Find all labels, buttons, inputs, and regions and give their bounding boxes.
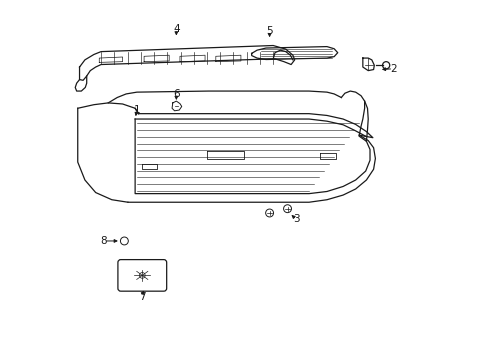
Text: 2: 2	[389, 64, 396, 74]
Text: 7: 7	[139, 292, 145, 302]
Text: 4: 4	[173, 24, 179, 35]
Text: 5: 5	[266, 26, 272, 36]
Text: 1: 1	[133, 105, 140, 115]
Text: 8: 8	[101, 236, 107, 246]
Text: 6: 6	[173, 89, 179, 99]
FancyBboxPatch shape	[118, 260, 166, 291]
Text: 3: 3	[293, 215, 299, 224]
